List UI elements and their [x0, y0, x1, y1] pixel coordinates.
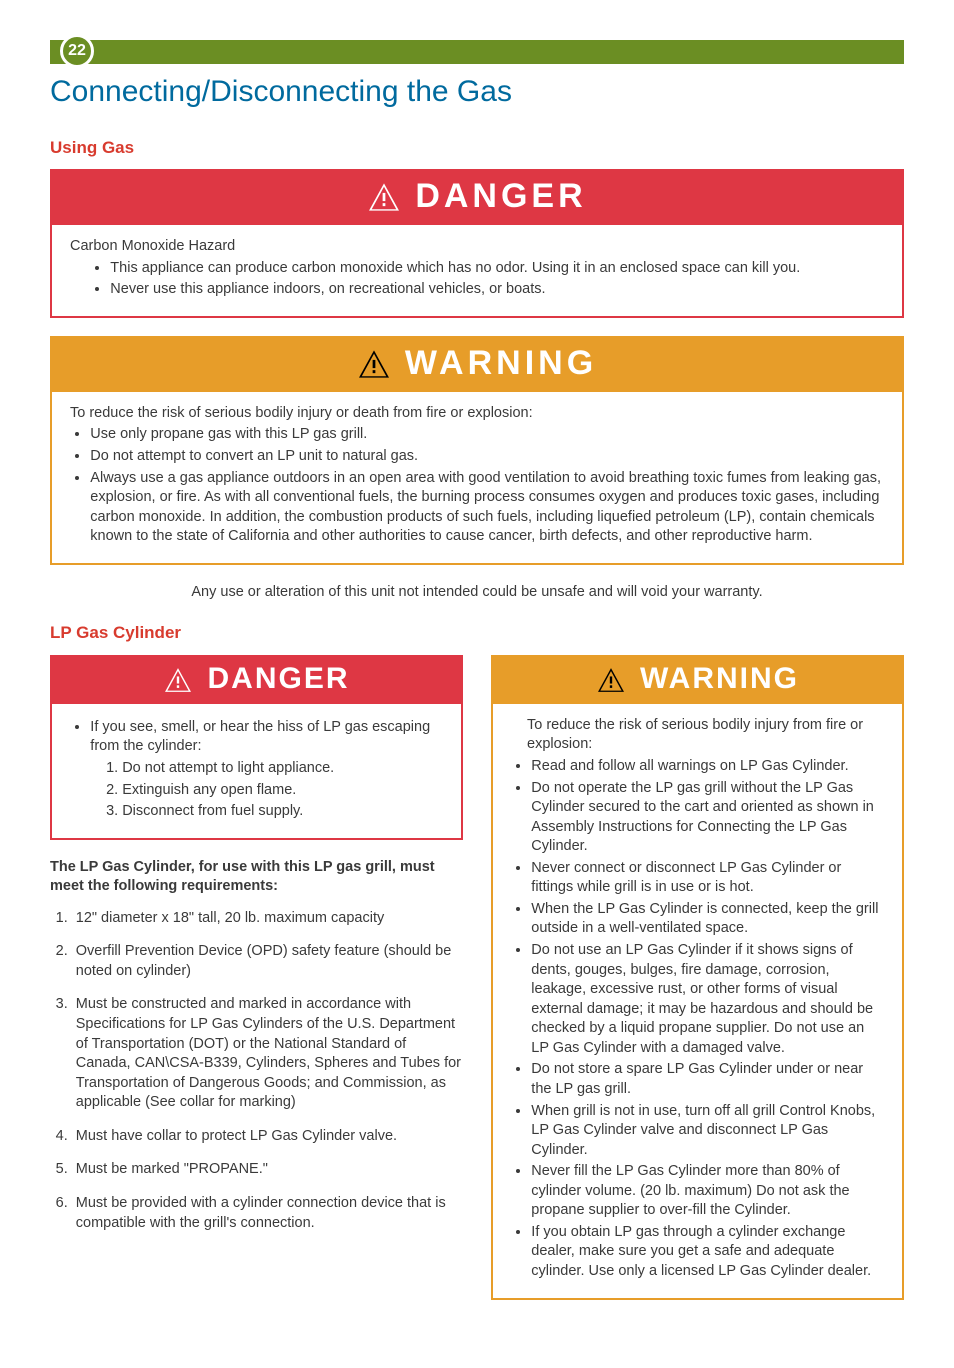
list-item: Must have collar to protect LP Gas Cylin…: [72, 1127, 463, 1147]
danger-bullet-list: This appliance can produce carbon monoxi…: [90, 259, 884, 300]
warning-bullet-list: Read and follow all warnings on LP Gas C…: [511, 757, 884, 1282]
list-item: Must be constructed and marked in accord…: [72, 995, 463, 1112]
list-item: Do not use an LP Gas Cylinder if it show…: [531, 941, 884, 1058]
list-item: Must be marked "PROPANE.": [72, 1160, 463, 1180]
list-item: Never connect or disconnect LP Gas Cylin…: [531, 859, 884, 898]
list-item: If you see, smell, or hear the hiss of L…: [90, 718, 443, 822]
right-column: WARNING To reduce the risk of serious bo…: [491, 655, 904, 1317]
list-item: Disconnect from fuel supply.: [122, 802, 443, 822]
requirements-list: 12" diameter x 18" tall, 20 lb. maximum …: [50, 909, 463, 1233]
list-item: Do not store a spare LP Gas Cylinder und…: [531, 1060, 884, 1099]
warning-lead: To reduce the risk of serious bodily inj…: [70, 404, 884, 424]
danger-box-lp-escape: DANGER If you see, smell, or hear the hi…: [50, 655, 463, 839]
danger-lead: Carbon Monoxide Hazard: [70, 237, 884, 257]
alert-triangle-icon: [367, 182, 401, 212]
section-title: Connecting/Disconnecting the Gas: [50, 72, 904, 113]
page-number-badge: 22: [60, 34, 94, 68]
danger-header: DANGER: [52, 657, 461, 704]
warning-body: To reduce the risk of serious bodily inj…: [52, 392, 902, 563]
warning-label: WARNING: [640, 659, 799, 700]
warning-box-using-gas: WARNING To reduce the risk of serious bo…: [50, 336, 904, 565]
list-item: If you obtain LP gas through a cylinder …: [531, 1223, 884, 1282]
list-item: When the LP Gas Cylinder is connected, k…: [531, 900, 884, 939]
lp-cylinder-heading: LP Gas Cylinder: [50, 622, 904, 645]
list-item: Use only propane gas with this LP gas gr…: [90, 425, 884, 445]
list-item: Must be provided with a cylinder connect…: [72, 1194, 463, 1233]
list-item: Never fill the LP Gas Cylinder more than…: [531, 1162, 884, 1221]
danger-header: DANGER: [52, 171, 902, 225]
list-item: When grill is not in use, turn off all g…: [531, 1102, 884, 1161]
alert-triangle-icon: [596, 667, 626, 693]
list-item: Do not attempt to light appliance.: [122, 759, 443, 779]
danger-steps: Do not attempt to light appliance. Extin…: [90, 759, 443, 822]
danger-outer-list: If you see, smell, or hear the hiss of L…: [70, 718, 443, 822]
list-item: Read and follow all warnings on LP Gas C…: [531, 757, 884, 777]
left-column: DANGER If you see, smell, or hear the hi…: [50, 655, 463, 1247]
warning-label: WARNING: [405, 341, 597, 387]
list-item: Do not attempt to convert an LP unit to …: [90, 447, 884, 467]
alert-triangle-icon: [163, 667, 193, 693]
list-item: Always use a gas appliance outdoors in a…: [90, 469, 884, 547]
warranty-footnote: Any use or alteration of this unit not i…: [50, 583, 904, 603]
danger-label: DANGER: [207, 659, 349, 700]
warning-bullet-list: Use only propane gas with this LP gas gr…: [70, 425, 884, 546]
list-item: Extinguish any open flame.: [122, 781, 443, 801]
list-item: Do not operate the LP gas grill without …: [531, 779, 884, 857]
warning-lead: To reduce the risk of serious bodily inj…: [511, 716, 884, 755]
list-item: 12" diameter x 18" tall, 20 lb. maximum …: [72, 909, 463, 929]
warning-header: WARNING: [52, 338, 902, 392]
list-item: This appliance can produce carbon monoxi…: [110, 259, 884, 279]
alert-triangle-icon: [357, 349, 391, 379]
danger-box-carbon-monoxide: DANGER Carbon Monoxide Hazard This appli…: [50, 169, 904, 318]
danger-body: If you see, smell, or hear the hiss of L…: [52, 704, 461, 838]
list-item: Never use this appliance indoors, on rec…: [110, 280, 884, 300]
page-header-bar: 22: [50, 40, 904, 64]
requirements-lead: The LP Gas Cylinder, for use with this L…: [50, 858, 463, 897]
warning-header: WARNING: [493, 657, 902, 704]
danger-lead: If you see, smell, or hear the hiss of L…: [90, 719, 430, 755]
danger-label: DANGER: [415, 174, 586, 220]
warning-box-lp-cylinder: WARNING To reduce the risk of serious bo…: [491, 655, 904, 1299]
using-gas-heading: Using Gas: [50, 137, 904, 160]
list-item: Overfill Prevention Device (OPD) safety …: [72, 942, 463, 981]
warning-body: To reduce the risk of serious bodily inj…: [493, 704, 902, 1298]
danger-body: Carbon Monoxide Hazard This appliance ca…: [52, 225, 902, 316]
